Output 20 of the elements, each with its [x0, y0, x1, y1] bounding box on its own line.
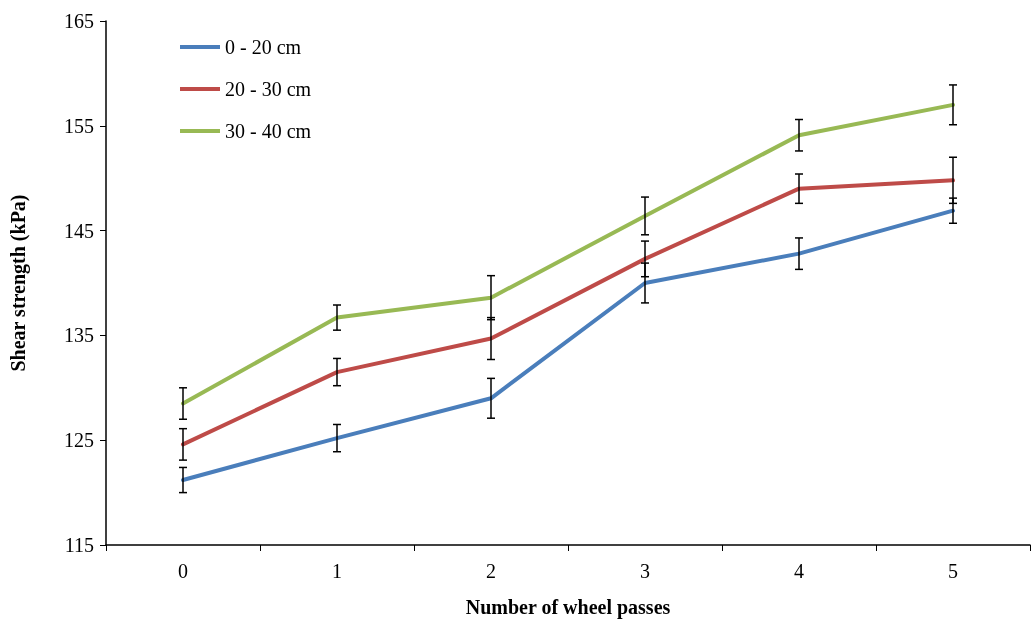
legend-label: 20 - 30 cm [225, 78, 312, 100]
x-tick-label: 3 [640, 560, 650, 582]
legend-label: 30 - 40 cm [225, 120, 312, 142]
x-tick-label: 1 [332, 560, 342, 582]
line-series [181, 178, 955, 447]
y-tick-label: 115 [64, 534, 94, 556]
line-series [181, 102, 955, 406]
y-tick-label: 135 [64, 324, 94, 347]
x-tick-label: 4 [794, 560, 804, 582]
y-tick-label: 165 [64, 10, 94, 32]
y-tick-label: 125 [64, 429, 94, 452]
y-tick-label: 145 [64, 219, 94, 242]
y-tick-label: 155 [64, 114, 94, 137]
legend-label: 0 - 20 cm [225, 36, 302, 58]
x-tick-label: 5 [948, 560, 958, 582]
y-axis-title: Shear strength (kPa) [7, 194, 30, 372]
x-tick-label: 0 [178, 560, 188, 582]
x-tick-label: 2 [486, 560, 496, 582]
line-series [181, 208, 955, 483]
x-axis-title: Number of wheel passes [465, 596, 671, 619]
